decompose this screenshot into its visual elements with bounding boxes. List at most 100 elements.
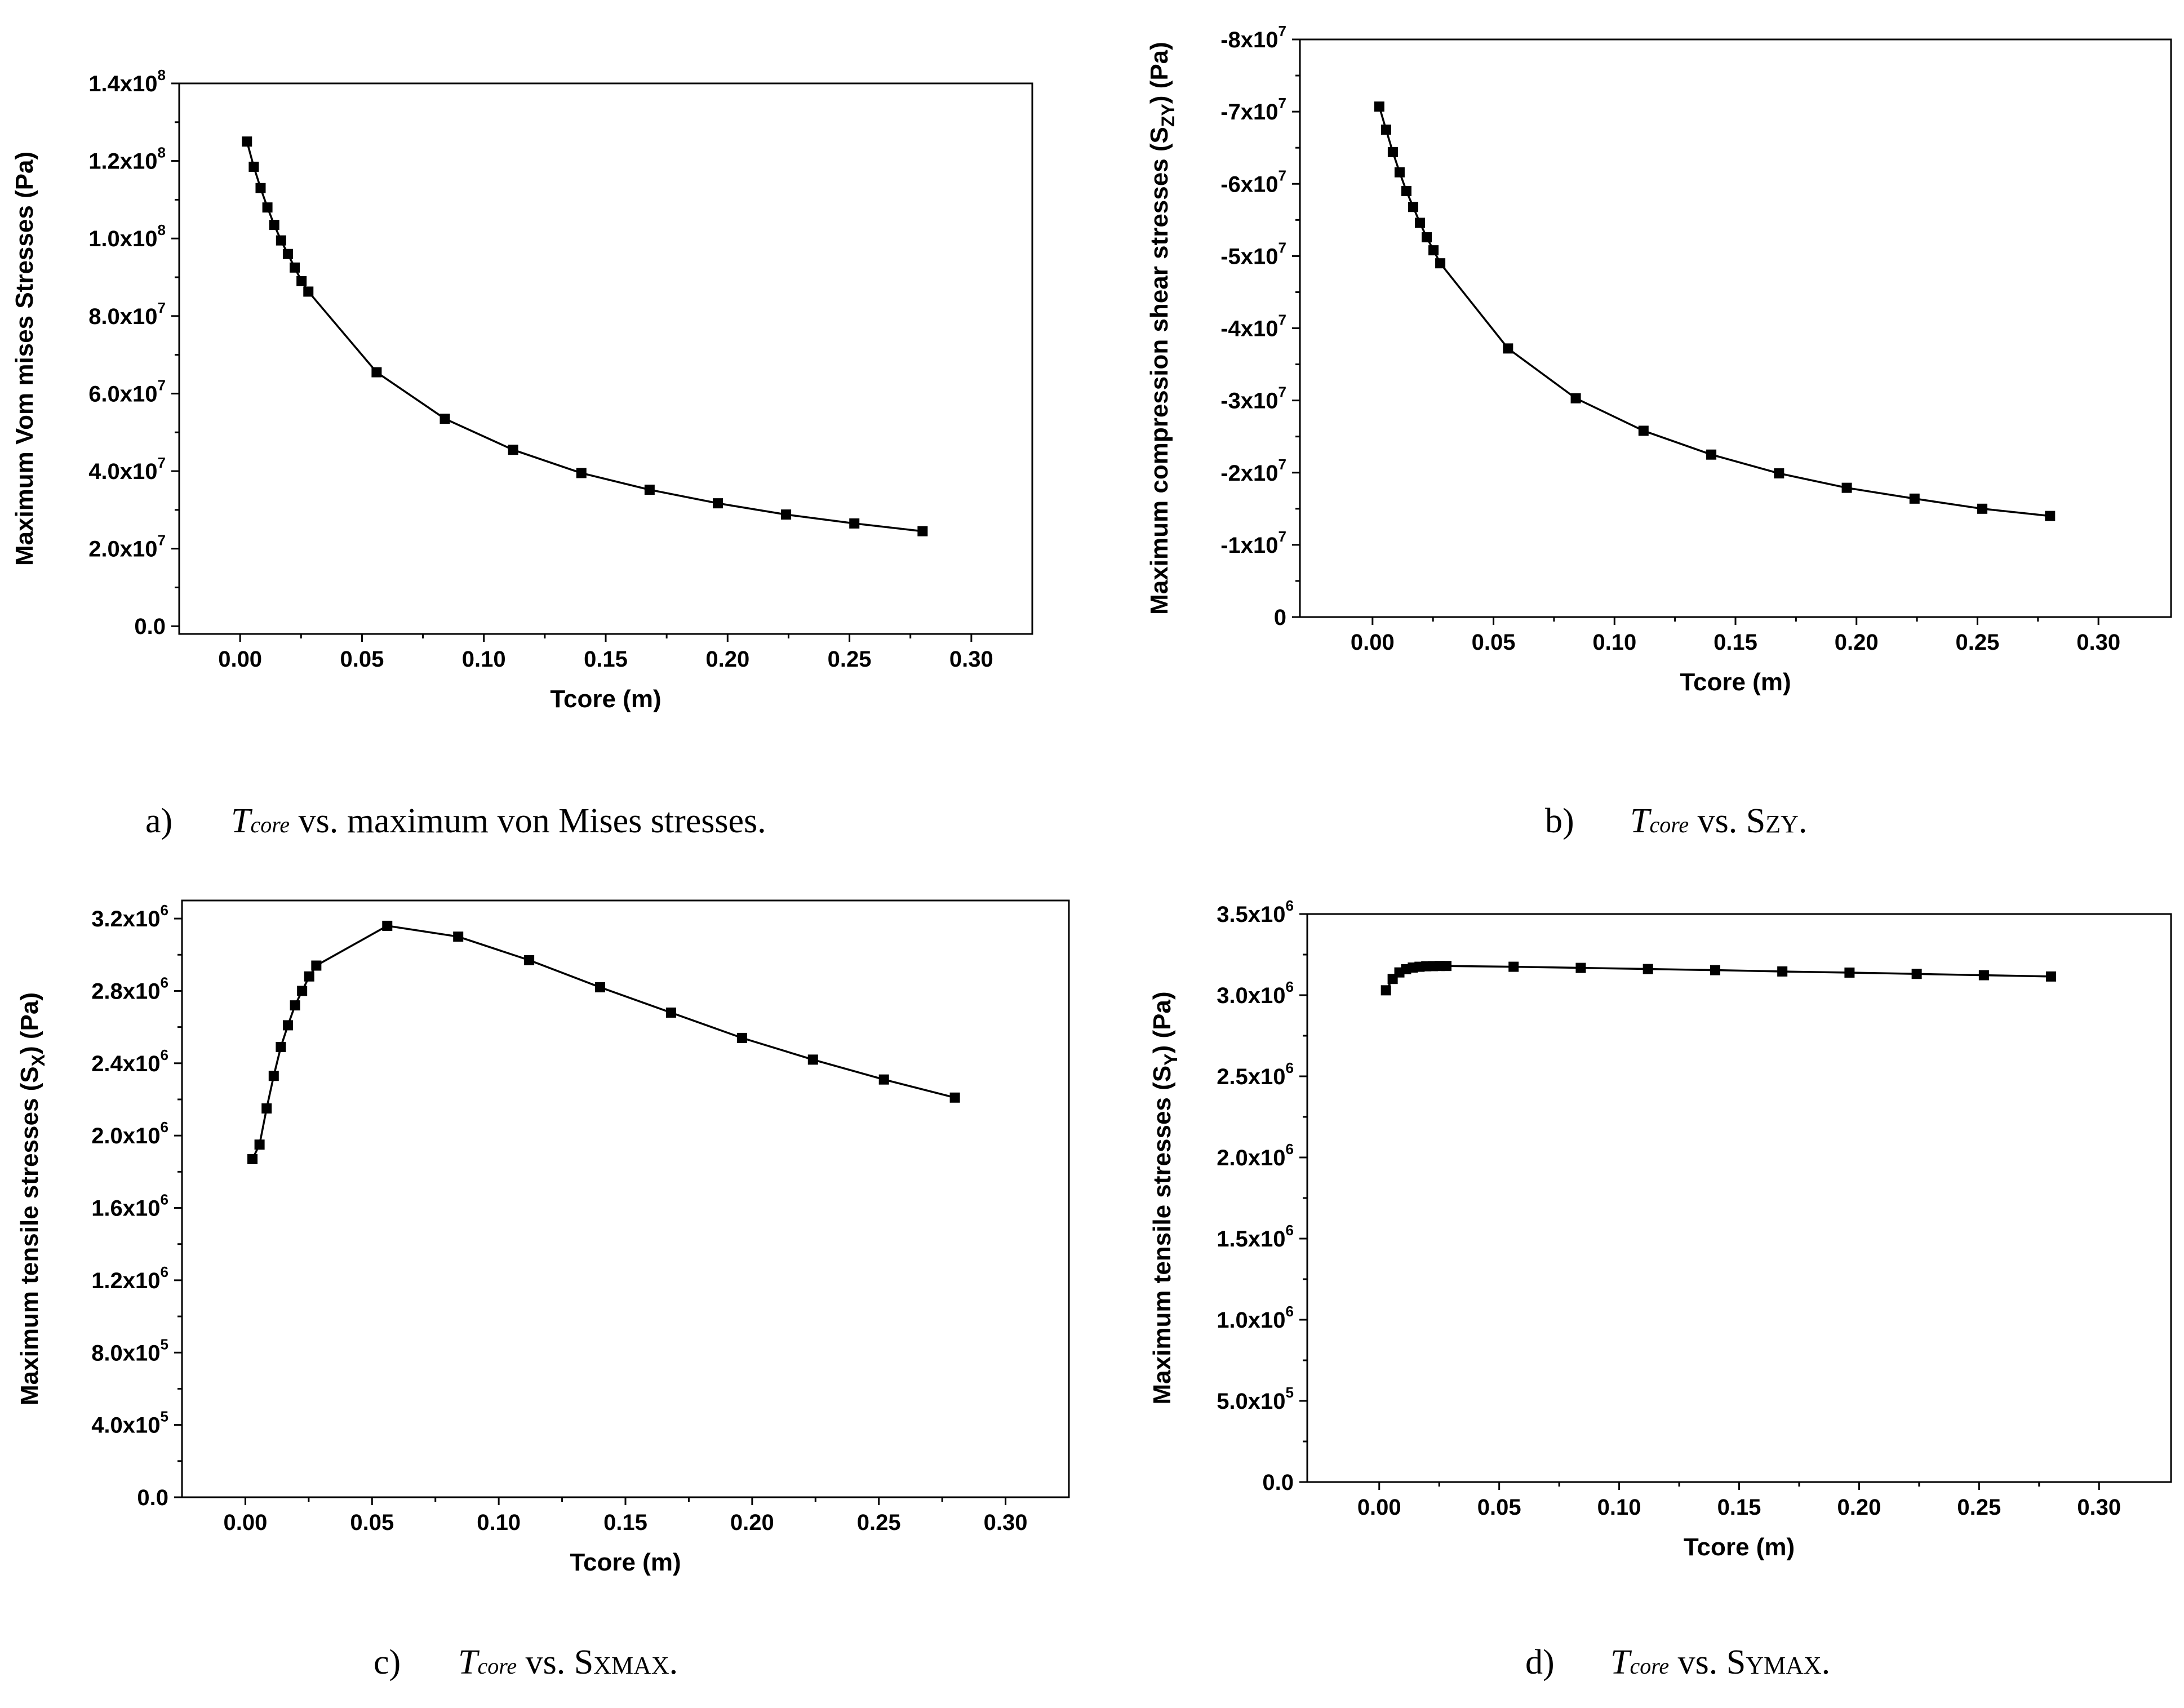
y-axis-title: Maximum compression shear stresses (SZY)… bbox=[1146, 42, 1178, 615]
chart-panel-c: 0.00 0.05 0.10 0.15 0.20 0.25 0.30 0.0 4.0x105 8.… bbox=[16, 899, 1070, 1682]
y-tick-label: 6.0x107 bbox=[88, 376, 166, 406]
data-point bbox=[878, 1074, 889, 1085]
data-point bbox=[276, 235, 286, 246]
x-tick-label: 0.10 bbox=[462, 647, 506, 672]
x-tick-label: 0.00 bbox=[1351, 630, 1395, 655]
data-point bbox=[665, 1007, 676, 1018]
data-point bbox=[1774, 468, 1785, 479]
data-point bbox=[1435, 258, 1446, 269]
data-point bbox=[1428, 245, 1439, 256]
y-axis-title: Maximum tensile stresses (SX) (Pa) bbox=[16, 992, 48, 1405]
y-tick-label: 2.5x106 bbox=[1217, 1059, 1294, 1089]
x-tick-label: 0.15 bbox=[1717, 1495, 1761, 1520]
y-axis-title: Maximum Vom mises Stresses (Pa) bbox=[11, 152, 38, 566]
data-point bbox=[242, 136, 252, 147]
data-point bbox=[1387, 147, 1398, 157]
data-point bbox=[1977, 503, 1988, 514]
x-tick-label: 0.00 bbox=[218, 647, 262, 672]
data-point bbox=[2046, 971, 2057, 982]
data-point bbox=[1508, 961, 1519, 972]
data-point bbox=[1422, 232, 1432, 243]
x-tick-label: 0.05 bbox=[340, 647, 384, 672]
y-tick-label: 2.0x107 bbox=[88, 532, 166, 562]
data-point bbox=[576, 468, 587, 478]
x-tick-label: 0.00 bbox=[223, 1510, 267, 1535]
data-point bbox=[1710, 965, 1720, 975]
y-tick-label: -5x107 bbox=[1220, 239, 1286, 269]
data-point bbox=[1911, 969, 1922, 979]
data-point bbox=[807, 1054, 818, 1065]
x-axis-title: Tcore (m) bbox=[550, 685, 661, 713]
plot-frame bbox=[1306, 913, 2172, 1483]
plot-frame bbox=[178, 82, 1033, 635]
data-point bbox=[453, 931, 464, 942]
data-point bbox=[595, 982, 606, 993]
y-axis-title: Maximum tensile stresses (SY) (Pa) bbox=[1148, 992, 1181, 1405]
data-point bbox=[1401, 186, 1411, 197]
x-tick-label: 0.25 bbox=[1956, 630, 2000, 655]
y-tick-label: 0 bbox=[1274, 605, 1286, 630]
y-tick-label: 1.2x106 bbox=[91, 1263, 168, 1293]
y-tick-label: 4.0x105 bbox=[91, 1408, 168, 1438]
plot-frame bbox=[1299, 38, 2172, 618]
data-point bbox=[247, 1154, 258, 1164]
y-tick-label: 1.0x108 bbox=[88, 221, 166, 251]
y-tick-label: -8x107 bbox=[1220, 23, 1286, 52]
caption-label: c) bbox=[374, 1643, 401, 1682]
x-tick-label: 0.30 bbox=[2076, 630, 2120, 655]
y-tick-label: 2.4x106 bbox=[91, 1046, 168, 1076]
x-tick-label: 0.25 bbox=[857, 1510, 901, 1535]
caption-text: Tcore vs. maximum von Mises stresses. bbox=[231, 802, 766, 840]
y-tick-label: 0.0 bbox=[137, 1485, 168, 1510]
y-tick-label: 2.8x106 bbox=[91, 974, 168, 1004]
data-point bbox=[1394, 167, 1405, 178]
data-point bbox=[524, 955, 535, 965]
data-point bbox=[1638, 425, 1649, 436]
caption-label: b) bbox=[1545, 802, 1574, 840]
y-tick-label: -2x107 bbox=[1220, 456, 1286, 486]
y-tick-label: -1x107 bbox=[1220, 528, 1286, 558]
data-point bbox=[1380, 125, 1391, 135]
data-point bbox=[1380, 985, 1391, 996]
data-point bbox=[508, 445, 518, 455]
x-tick-label: 0.15 bbox=[1714, 630, 1757, 655]
y-tick-label: -6x107 bbox=[1220, 167, 1286, 197]
x-tick-label: 0.30 bbox=[984, 1510, 1028, 1535]
chart-panel-b: 0.00 0.05 0.10 0.15 0.20 0.25 0.30 0 -1x107 -2x10… bbox=[1146, 23, 2172, 840]
y-tick-label: 3.2x106 bbox=[91, 902, 168, 931]
data-point bbox=[1503, 343, 1513, 354]
x-tick-label: 0.30 bbox=[2077, 1495, 2121, 1520]
y-tick-label: 1.0x106 bbox=[1217, 1303, 1294, 1333]
x-tick-label: 0.20 bbox=[730, 1510, 774, 1535]
y-tick-label: 1.4x108 bbox=[88, 66, 166, 96]
x-tick-label: 0.05 bbox=[1477, 1495, 1521, 1520]
series-line bbox=[251, 925, 956, 1160]
caption-label: d) bbox=[1525, 1643, 1555, 1682]
chart-panel-a: 0.00 0.05 0.10 0.15 0.20 0.25 0.30 0.0 2.0x107 4.… bbox=[11, 66, 1033, 840]
data-point bbox=[269, 220, 279, 230]
x-tick-label: 0.25 bbox=[1957, 1495, 2001, 1520]
data-point bbox=[917, 526, 928, 536]
data-point bbox=[296, 276, 307, 286]
data-point bbox=[1844, 967, 1855, 978]
plot-frame bbox=[181, 899, 1070, 1498]
chart-panel-d: 0.00 0.05 0.10 0.15 0.20 0.25 0.30 0.0 5.0x105 1.… bbox=[1148, 897, 2172, 1682]
data-point bbox=[268, 1071, 279, 1081]
y-tick-label: 4.0x107 bbox=[88, 454, 166, 484]
data-point bbox=[290, 1000, 300, 1011]
y-tick-label: -7x107 bbox=[1220, 95, 1286, 125]
data-point bbox=[282, 1020, 293, 1031]
y-tick-label: -3x107 bbox=[1220, 384, 1286, 414]
y-tick-label: -4x107 bbox=[1220, 312, 1286, 341]
data-point bbox=[290, 262, 300, 273]
y-tick-label: 5.0x105 bbox=[1217, 1384, 1294, 1414]
data-point bbox=[303, 286, 314, 297]
data-point bbox=[1978, 970, 1989, 981]
data-point bbox=[1643, 964, 1653, 974]
y-tick-label: 0.0 bbox=[134, 614, 166, 639]
caption-text: Tcore vs. SXMAX. bbox=[458, 1643, 678, 1682]
data-point bbox=[255, 183, 266, 193]
y-tick-label: 3.0x106 bbox=[1217, 978, 1294, 1008]
data-point bbox=[1570, 393, 1581, 403]
